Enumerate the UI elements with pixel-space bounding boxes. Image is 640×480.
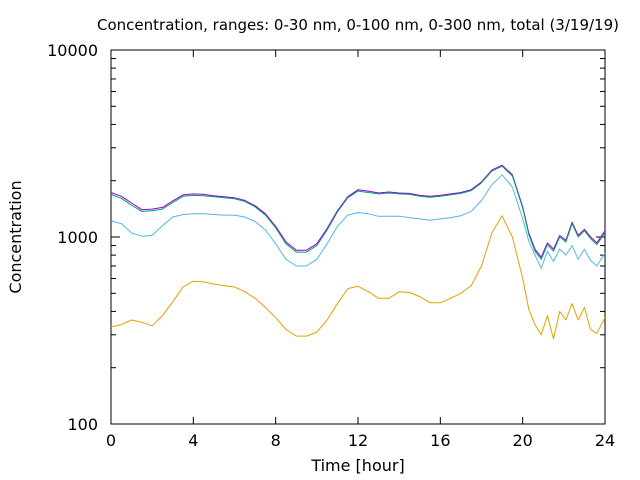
x-axis-label: Time [hour] bbox=[310, 456, 404, 475]
x-tick-label: 0 bbox=[106, 431, 116, 450]
y-axis-label: Concentration bbox=[6, 180, 25, 293]
series-line-3 bbox=[110, 164, 606, 258]
chart-title: Concentration, ranges: 0-30 nm, 0-100 nm… bbox=[97, 16, 619, 34]
y-tick-label: 1000 bbox=[57, 228, 98, 247]
series-layer bbox=[110, 164, 606, 340]
series-line-1 bbox=[110, 215, 606, 340]
series-line-4 bbox=[110, 165, 606, 260]
x-tick-label: 4 bbox=[188, 431, 198, 450]
x-tick-label: 24 bbox=[595, 431, 615, 450]
x-axis: 0 4 8 12 16 20 24 bbox=[106, 50, 615, 450]
y-tick-label: 10000 bbox=[47, 41, 98, 60]
x-tick-label: 20 bbox=[512, 431, 532, 450]
y-tick-label: 100 bbox=[67, 415, 98, 434]
plot-frame bbox=[110, 49, 606, 425]
x-tick-label: 8 bbox=[271, 431, 281, 450]
x-tick-label: 16 bbox=[430, 431, 450, 450]
x-tick-label: 12 bbox=[348, 431, 368, 450]
series-line-2 bbox=[110, 174, 606, 269]
y-axis: 100 1000 10000 bbox=[47, 41, 605, 434]
